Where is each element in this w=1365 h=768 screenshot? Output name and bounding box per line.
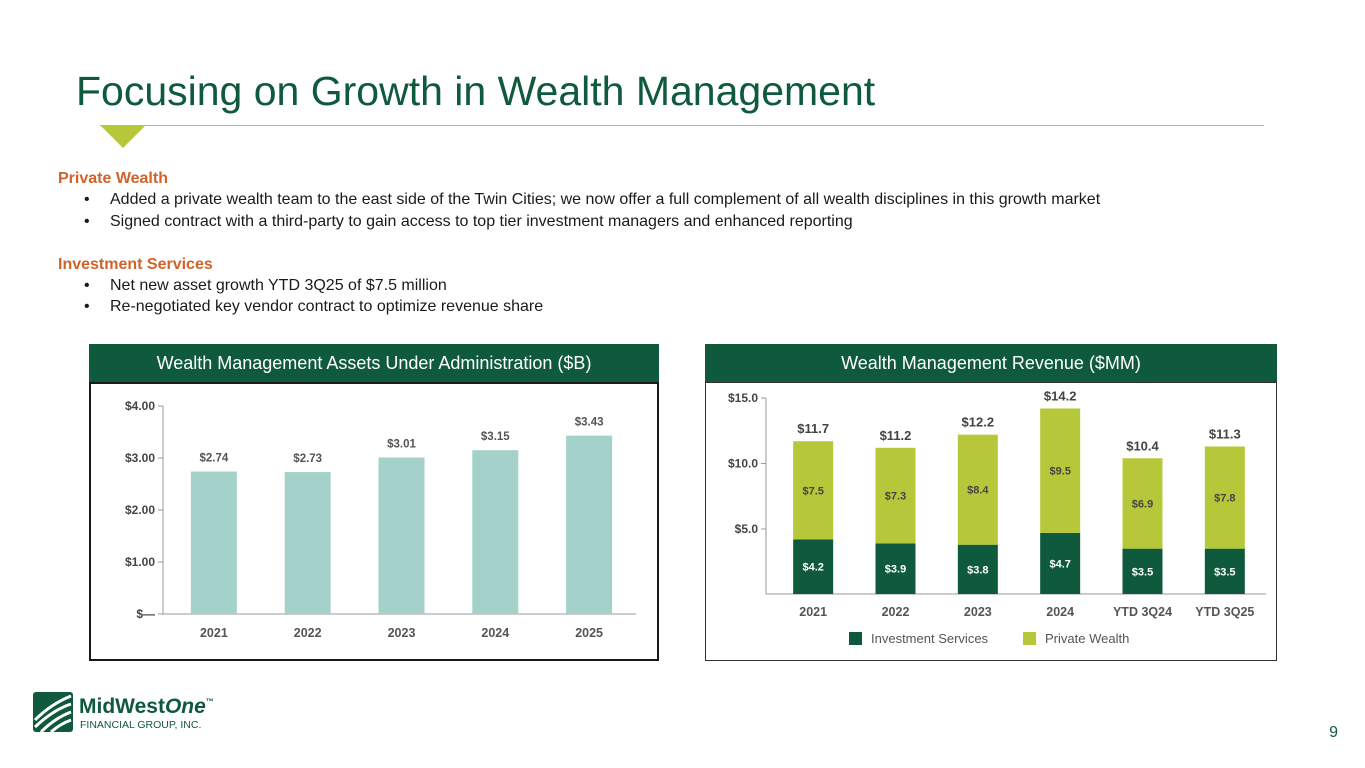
bar-segment-investment-services <box>875 543 916 594</box>
y-tick-label: $3.00 <box>125 451 155 465</box>
logo-name-part2: One <box>165 695 206 718</box>
bullet-item: • Re-negotiated key vendor contract to op… <box>84 298 544 315</box>
segment-label-private-wealth: $7.8 <box>1214 493 1235 505</box>
bar-value-label: $3.01 <box>387 438 416 450</box>
segment-label-private-wealth: $6.9 <box>1132 498 1153 510</box>
bar <box>378 457 425 614</box>
bar-total-label: $11.2 <box>880 428 912 443</box>
bullet-item: • Added a private wealth team to the east… <box>84 191 1101 208</box>
y-tick-label: $1.00 <box>125 555 155 569</box>
section-heading-investment-services: Investment Services <box>58 256 213 273</box>
svg-text:MidWestOne™: MidWestOne™ <box>79 695 214 718</box>
bar <box>472 450 519 614</box>
x-tick-label: 2024 <box>481 626 509 640</box>
bar-segment-investment-services <box>957 544 998 594</box>
segment-label-investment-services: $4.2 <box>802 562 823 574</box>
bullet-text: Added a private wealth team to the east … <box>110 191 1101 208</box>
bullet-item: • Net new asset growth YTD 3Q25 of $7.5 m… <box>84 277 447 294</box>
legend-label-investment-services: Investment Services <box>871 631 989 646</box>
title-marker-triangle <box>101 126 145 148</box>
bar <box>284 472 331 614</box>
segment-label-private-wealth: $8.4 <box>967 485 989 497</box>
segment-label-private-wealth: $7.5 <box>802 485 823 497</box>
page-number: 9 <box>1329 724 1338 741</box>
bar-value-label: $3.43 <box>575 417 604 429</box>
segment-label-investment-services: $3.5 <box>1214 566 1235 578</box>
bar-total-label: $14.2 <box>1044 388 1077 403</box>
revenue-stacked-bar-chart: $5.0 $10.0 $15.0 $4.2 $7.5 $11.7 2021 $3.9 $7.3 $… <box>728 388 1266 646</box>
x-tick-label: 2025 <box>575 626 603 640</box>
bar-segment-private-wealth <box>1122 458 1163 549</box>
x-tick-label: 2023 <box>388 626 416 640</box>
bar <box>566 435 613 614</box>
page-title: Focusing on Growth in Wealth Management <box>76 68 876 114</box>
y-tick-label: $— <box>136 607 155 621</box>
segment-label-private-wealth: $9.5 <box>1049 466 1070 478</box>
legend-swatch-investment-services <box>849 632 862 645</box>
aua-chart-title: Wealth Management Assets Under Administr… <box>89 344 659 382</box>
aua-chart-panel: $— $1.00 $2.00 $3.00 $4.00 $2.74 2021 $2.73 2022… <box>89 382 659 661</box>
bar-segment-investment-services <box>793 539 834 594</box>
legend-label-private-wealth: Private Wealth <box>1045 631 1129 646</box>
bullet-item: • Signed contract with a third-party to g… <box>84 213 853 230</box>
title-underline <box>100 125 1264 126</box>
logo-mark-icon <box>33 692 73 734</box>
bar-segment-private-wealth <box>793 441 834 540</box>
bar-value-label: $3.15 <box>481 431 510 443</box>
segment-label-investment-services: $3.8 <box>967 564 988 576</box>
bar-segment-private-wealth <box>1204 446 1245 549</box>
bar <box>190 471 237 614</box>
bar-segment-investment-services <box>1122 548 1163 594</box>
bullet-text: Signed contract with a third-party to ga… <box>110 213 853 230</box>
y-tick-label: $2.00 <box>125 503 155 517</box>
chart-legend: Investment Services Private Wealth <box>849 631 1129 646</box>
bar-segment-investment-services <box>1204 548 1245 594</box>
y-tick-label: $4.00 <box>125 399 155 413</box>
aua-bar-chart: $— $1.00 $2.00 $3.00 $4.00 $2.74 2021 $2.73 2022… <box>125 399 636 640</box>
x-tick-label: 2023 <box>964 605 992 619</box>
y-tick-label: $15.0 <box>728 391 758 405</box>
x-tick-label: 2021 <box>799 605 827 619</box>
x-tick-label: 2024 <box>1046 605 1074 619</box>
logo-tm: ™ <box>206 697 214 706</box>
segment-label-investment-services: $4.7 <box>1049 558 1070 570</box>
company-logo: MidWestOne™ FINANCIAL GROUP, INC. <box>33 690 233 741</box>
bar-segment-private-wealth <box>957 434 998 545</box>
segment-label-investment-services: $3.9 <box>885 564 906 576</box>
logo-graphic: MidWestOne™ FINANCIAL GROUP, INC. <box>33 692 214 734</box>
x-tick-label: YTD 3Q24 <box>1113 605 1172 619</box>
bar-segment-private-wealth <box>1040 408 1081 533</box>
x-tick-label: 2022 <box>294 626 322 640</box>
bar-segment-investment-services <box>1040 532 1081 594</box>
bar-total-label: $10.4 <box>1126 438 1159 453</box>
revenue-chart-panel: $5.0 $10.0 $15.0 $4.2 $7.5 $11.7 2021 $3.9 $7.3 $… <box>705 382 1277 661</box>
bar-total-label: $11.3 <box>1209 426 1241 441</box>
bar-total-label: $11.7 <box>797 421 829 436</box>
section-heading-private-wealth: Private Wealth <box>58 170 168 187</box>
bar-value-label: $2.73 <box>293 453 322 465</box>
logo-subtitle: FINANCIAL GROUP, INC. <box>80 719 201 731</box>
y-tick-label: $5.0 <box>735 522 759 536</box>
bullet-text: Re-negotiated key vendor contract to opt… <box>110 298 544 315</box>
bar-segment-private-wealth <box>875 447 916 544</box>
x-tick-label: 2022 <box>882 605 910 619</box>
x-tick-label: 2021 <box>200 626 228 640</box>
segment-label-investment-services: $3.5 <box>1132 566 1153 578</box>
x-tick-label: YTD 3Q25 <box>1195 605 1254 619</box>
revenue-chart-title: Wealth Management Revenue ($MM) <box>705 344 1277 382</box>
y-tick-label: $10.0 <box>728 457 758 471</box>
segment-label-private-wealth: $7.3 <box>885 491 906 503</box>
bar-total-label: $12.2 <box>962 415 995 430</box>
bullet-text: Net new asset growth YTD 3Q25 of $7.5 mi… <box>110 277 447 294</box>
legend-swatch-private-wealth <box>1023 632 1036 645</box>
logo-name-part1: MidWest <box>79 695 165 718</box>
bar-value-label: $2.74 <box>200 453 229 465</box>
